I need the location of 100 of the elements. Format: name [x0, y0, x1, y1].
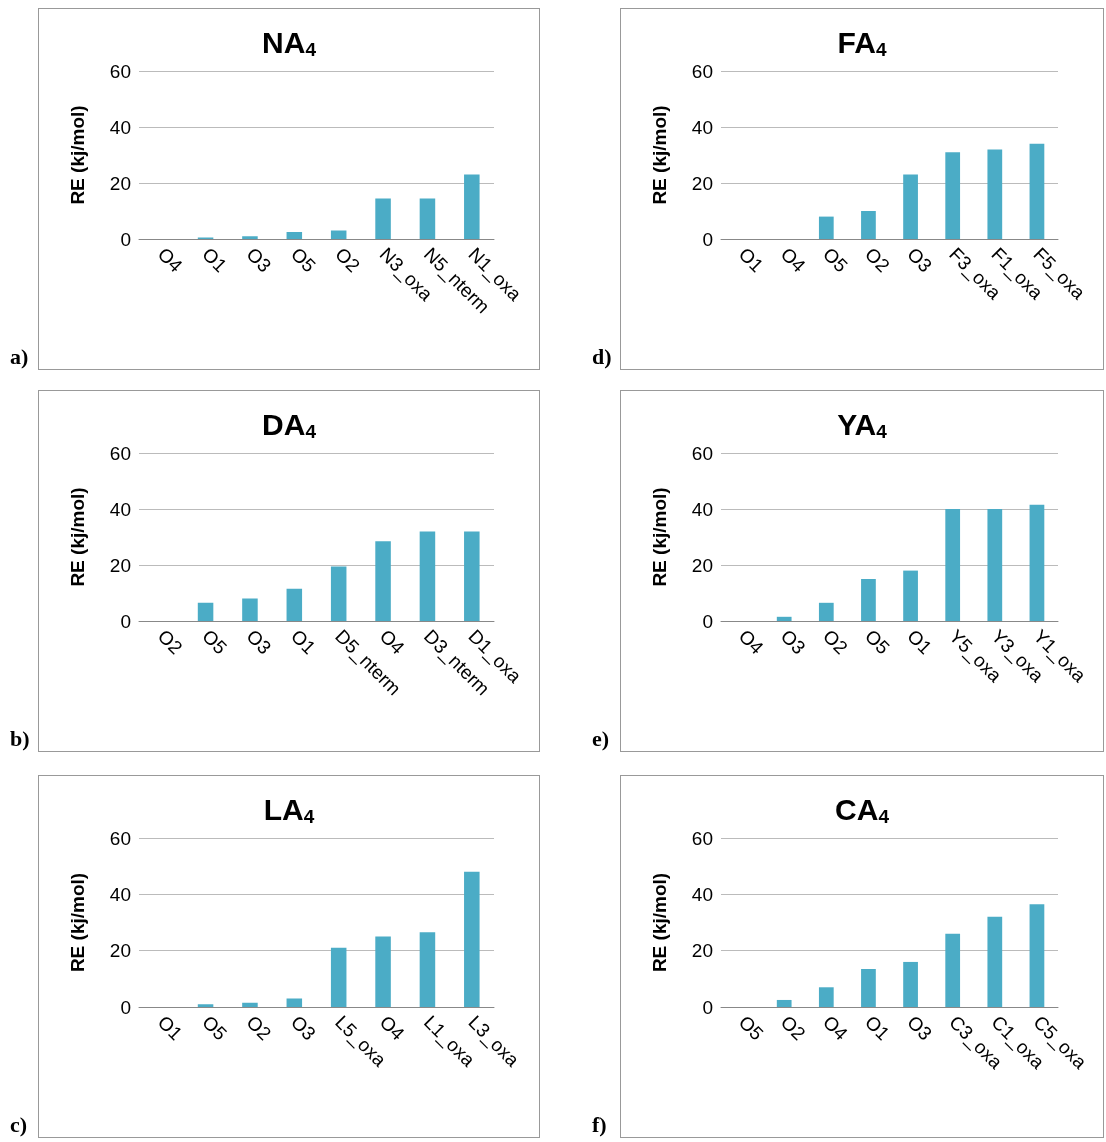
- x-tick-label: O1: [153, 1011, 187, 1045]
- y-tick-label: 0: [702, 228, 713, 250]
- bar: [286, 998, 303, 1007]
- y-tick-label: 60: [109, 60, 131, 82]
- bar: [945, 933, 961, 1007]
- bar: [242, 236, 258, 239]
- bar: [903, 174, 918, 239]
- y-tick-label: 20: [109, 554, 131, 576]
- x-tick-label: O3: [903, 1011, 936, 1045]
- y-tick-label: 40: [691, 498, 713, 520]
- y-tick-label: 0: [120, 610, 131, 632]
- y-tick-label: 60: [691, 60, 713, 82]
- bar: [861, 211, 876, 239]
- y-axis-title: RE (kj/mol): [649, 487, 670, 587]
- y-axis-title: RE (kj/mol): [649, 105, 670, 205]
- bar: [330, 230, 347, 239]
- y-tick-label: 20: [109, 172, 131, 194]
- y-tick-label: 0: [702, 996, 713, 1018]
- y-tick-label: 40: [691, 116, 713, 138]
- text: c): [10, 1112, 28, 1138]
- x-tick-label: O5: [286, 243, 320, 277]
- y-tick-label: 0: [120, 996, 131, 1018]
- bar: [375, 198, 391, 239]
- bar: [987, 149, 1003, 239]
- x-tick-label: O4: [818, 1011, 852, 1045]
- bar: [945, 509, 961, 621]
- y-tick-label: 40: [109, 883, 131, 905]
- x-tick-label: O2: [776, 1011, 810, 1045]
- x-tick-label: O1: [903, 625, 936, 659]
- y-tick-label: 60: [109, 827, 131, 849]
- text: e): [592, 726, 610, 752]
- bar: [987, 916, 1003, 1007]
- x-tick-label: O2: [861, 243, 894, 277]
- bar: [286, 588, 303, 621]
- bar: [776, 999, 792, 1007]
- bar: [464, 531, 480, 621]
- bar: [861, 968, 876, 1007]
- y-tick-label: 40: [109, 498, 131, 520]
- bar: [197, 602, 214, 621]
- y-tick-label: 20: [691, 554, 713, 576]
- x-tick-label: O5: [734, 1011, 768, 1045]
- x-tick-label: O2: [153, 625, 187, 659]
- bar: [197, 1004, 214, 1007]
- bar: [375, 936, 391, 1007]
- bar: [375, 541, 391, 621]
- y-tick-label: 60: [109, 442, 131, 464]
- bar: [1029, 904, 1045, 1007]
- text: d): [592, 344, 612, 370]
- x-tick-label: O1: [198, 243, 231, 277]
- x-tick-label: O2: [331, 243, 365, 277]
- y-axis-title: RE (kj/mol): [649, 872, 670, 973]
- bar: [242, 1002, 258, 1007]
- text: b): [10, 726, 30, 752]
- y-tick-label: 20: [691, 172, 713, 194]
- y-tick-label: 40: [691, 883, 713, 905]
- x-tick-label: O4: [776, 243, 810, 277]
- bar: [1029, 504, 1045, 621]
- y-axis-title: RE (kj/mol): [67, 487, 88, 587]
- bar: [464, 174, 480, 239]
- bar: [1029, 143, 1045, 239]
- bar: [818, 216, 834, 239]
- bar: [330, 566, 347, 621]
- x-tick-label: O5: [861, 625, 894, 659]
- y-tick-label: 0: [702, 610, 713, 632]
- bar: [987, 509, 1003, 621]
- y-tick-label: 40: [109, 116, 131, 138]
- bar: [242, 598, 258, 621]
- y-axis-title: RE (kj/mol): [67, 872, 88, 973]
- y-tick-label: 20: [109, 940, 131, 962]
- bar: [818, 602, 834, 621]
- x-tick-label: O1: [734, 243, 768, 277]
- bar: [903, 961, 918, 1007]
- x-tick-label: O1: [861, 1011, 894, 1045]
- x-tick-label: O2: [242, 1011, 276, 1045]
- x-tick-label: O1: [286, 625, 320, 659]
- x-tick-label: O5: [198, 1011, 231, 1045]
- x-tick-label: O4: [734, 625, 768, 659]
- bar: [464, 871, 480, 1007]
- bar: [286, 232, 303, 239]
- bar: [776, 616, 792, 621]
- x-tick-label: O4: [153, 243, 187, 277]
- bar: [419, 198, 436, 239]
- text: a): [10, 344, 29, 370]
- y-tick-label: 0: [120, 228, 131, 250]
- x-tick-label: O5: [818, 243, 852, 277]
- x-tick-label: O5: [198, 625, 231, 659]
- x-tick-label: O3: [242, 243, 276, 277]
- x-tick-label: O3: [286, 1011, 320, 1045]
- bar: [861, 579, 876, 621]
- y-tick-label: 60: [691, 827, 713, 849]
- x-tick-label: O3: [776, 625, 810, 659]
- bar: [903, 570, 918, 621]
- bar: [330, 947, 347, 1007]
- y-tick-label: 20: [691, 940, 713, 962]
- y-axis-title: RE (kj/mol): [67, 105, 88, 205]
- bar: [419, 932, 436, 1007]
- bar: [818, 987, 834, 1007]
- x-tick-label: O4: [375, 1011, 409, 1045]
- text: f): [592, 1112, 607, 1138]
- x-tick-label: O2: [818, 625, 852, 659]
